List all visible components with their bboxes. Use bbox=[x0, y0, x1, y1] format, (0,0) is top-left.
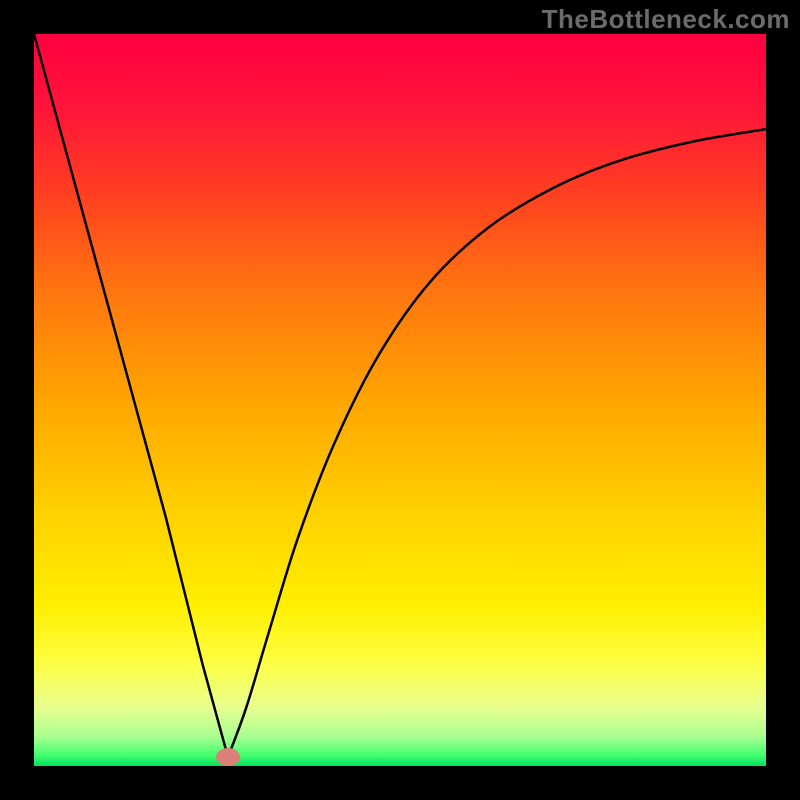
curve-left-branch bbox=[34, 34, 228, 757]
bottleneck-curve bbox=[34, 34, 766, 766]
minimum-marker bbox=[216, 748, 240, 766]
plot-area bbox=[34, 34, 766, 766]
watermark-text: TheBottleneck.com bbox=[542, 4, 790, 35]
curve-right-branch bbox=[228, 129, 766, 757]
